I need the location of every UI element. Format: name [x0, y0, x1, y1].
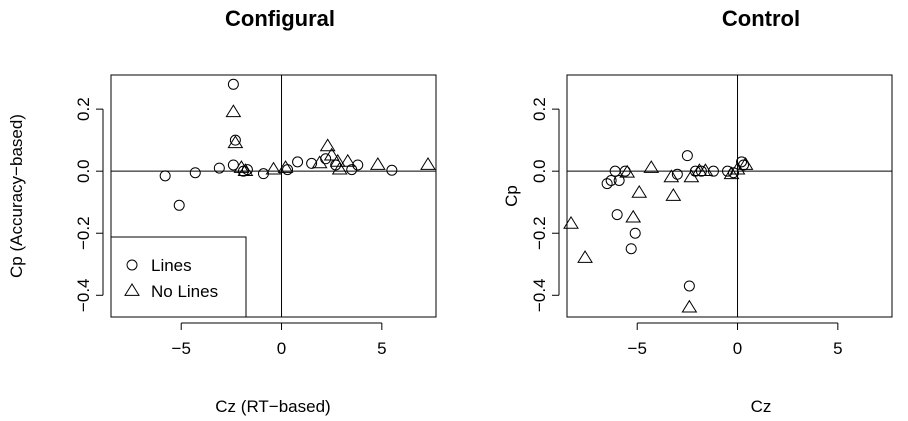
- point-no-lines: [277, 160, 294, 173]
- y-tick-label: 0.2: [530, 97, 549, 121]
- point-lines: [306, 157, 318, 169]
- point-lines: [227, 159, 239, 171]
- point-no-lines: [563, 215, 579, 229]
- point-lines: [707, 165, 719, 177]
- point-lines: [601, 178, 613, 190]
- point-no-lines: [697, 163, 714, 177]
- point-no-lines: [237, 163, 254, 177]
- point-no-lines: [619, 164, 636, 178]
- point-no-lines: [323, 147, 340, 161]
- plot-frame: [566, 74, 893, 318]
- point-lines: [611, 209, 623, 221]
- y-tick-label: 0.0: [74, 159, 93, 183]
- point-no-lines: [311, 155, 328, 169]
- point-no-lines: [683, 169, 700, 183]
- point-no-lines: [681, 299, 698, 313]
- point-lines: [695, 165, 707, 177]
- configural-panel: Configural Cz (RT−based) Cp (Accuracy−ba…: [7, 6, 437, 416]
- legend-label: Lines: [151, 256, 192, 275]
- point-no-lines: [729, 161, 746, 175]
- point-lines: [613, 174, 625, 186]
- x-tick-label: 5: [377, 339, 386, 358]
- point-lines: [605, 174, 617, 186]
- y-tick-label: −0.4: [530, 279, 549, 313]
- point-no-lines: [723, 166, 740, 180]
- point-no-lines: [631, 184, 648, 198]
- x-tick-label: 0: [277, 339, 286, 358]
- point-no-lines: [319, 138, 336, 152]
- x-axis-label: Cz: [751, 397, 772, 416]
- chart-title: Configural: [225, 6, 335, 31]
- point-no-lines: [663, 169, 680, 183]
- point-lines: [683, 280, 695, 292]
- point-lines: [173, 199, 185, 211]
- y-tick-label: 0.2: [74, 97, 93, 121]
- plot-frame: [110, 74, 437, 318]
- y-axis-label: Cp (Accuracy−based): [7, 114, 26, 278]
- point-no-lines: [369, 157, 386, 170]
- y-tick-label: 0.0: [530, 159, 549, 183]
- point-lines: [292, 156, 304, 168]
- point-lines: [625, 243, 637, 255]
- control-panel: Control Cz Cp −5 0 5 −0.4 −0.2 0.0 0.2: [502, 6, 893, 416]
- legend-label: No Lines: [151, 282, 218, 301]
- point-no-lines: [339, 153, 356, 167]
- point-no-lines: [331, 161, 348, 175]
- point-no-lines: [577, 250, 593, 263]
- point-lines: [213, 162, 225, 174]
- point-no-lines: [643, 160, 660, 173]
- x-axis-label: Cz (RT−based): [215, 397, 330, 416]
- point-lines: [229, 134, 241, 146]
- point-lines: [227, 78, 239, 90]
- legend-triangle-marker: [124, 283, 140, 296]
- point-lines: [352, 159, 364, 171]
- point-no-lines: [665, 188, 682, 201]
- legend-circle-marker: [126, 259, 138, 271]
- point-lines: [629, 227, 641, 239]
- y-tick-label: −0.2: [530, 216, 549, 250]
- point-lines: [736, 156, 748, 168]
- point-lines: [159, 170, 171, 182]
- point-no-lines: [227, 135, 244, 149]
- y-axis-label: Cp: [502, 185, 521, 207]
- point-no-lines: [233, 160, 250, 173]
- legend-box: [110, 236, 247, 318]
- point-lines: [189, 167, 201, 179]
- x-tick-label: −5: [628, 339, 647, 358]
- point-lines: [386, 164, 398, 176]
- point-no-lines: [265, 161, 282, 175]
- y-tick-label: −0.4: [74, 279, 93, 313]
- x-tick-label: −5: [172, 339, 191, 358]
- point-no-lines: [625, 209, 642, 223]
- y-tick-label: −0.2: [74, 216, 93, 250]
- chart-title: Control: [722, 6, 800, 31]
- point-lines: [681, 150, 693, 162]
- point-no-lines: [420, 157, 436, 170]
- point-no-lines: [225, 104, 242, 118]
- x-tick-label: 0: [733, 339, 742, 358]
- point-no-lines: [737, 157, 754, 170]
- x-tick-label: 5: [833, 339, 842, 358]
